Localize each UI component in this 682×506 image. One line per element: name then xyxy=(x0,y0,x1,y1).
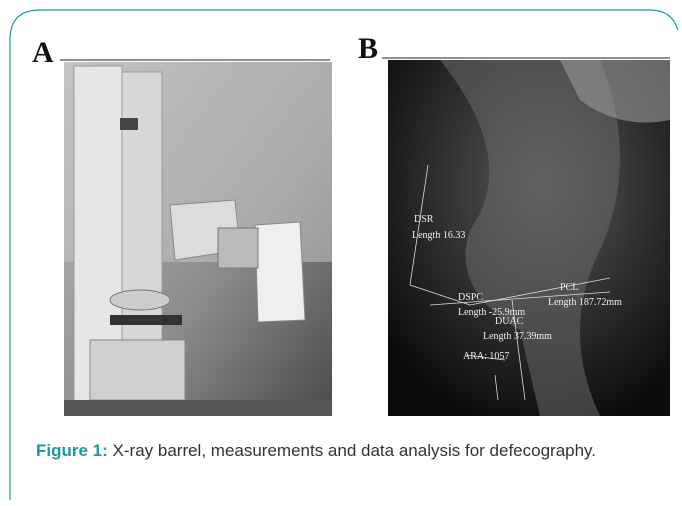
panel-label: B xyxy=(358,32,378,65)
annotation: Length 37.39mm xyxy=(483,331,552,342)
annotation: PCL xyxy=(560,282,578,293)
caption: Figure 1: X-ray barrel, measurements and… xyxy=(36,437,668,464)
figure: A B DSR Length 16.33 DSPC Len xyxy=(0,0,682,506)
caption-text: X-ray barrel, measurements and data anal… xyxy=(113,441,597,460)
annotation: DSR xyxy=(414,214,434,225)
annotation: DSPC xyxy=(458,292,483,303)
annotation: ARA: 1057 xyxy=(463,351,509,362)
annotation: Length 16.33 xyxy=(412,230,465,241)
panel-label: A xyxy=(32,36,54,69)
caption-label: Figure 1: xyxy=(36,441,108,460)
page: A B DSR Length 16.33 DSPC Len xyxy=(0,0,682,506)
annotation: Length 187.72mm xyxy=(548,297,622,308)
photo xyxy=(64,62,332,416)
annotation: DUAC xyxy=(495,316,524,327)
